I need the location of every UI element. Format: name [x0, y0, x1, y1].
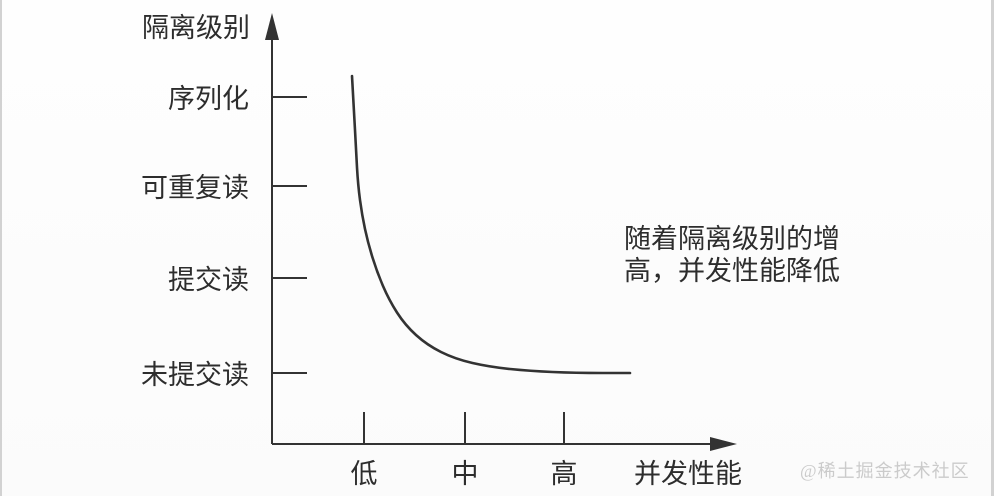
y-tick-label-3: 未提交读 — [141, 360, 249, 390]
annotation-line-2: 高，并发性能降低 — [624, 256, 840, 286]
y-tick-label-2: 提交读 — [168, 265, 249, 295]
x-tick-label-0: 低 — [350, 459, 378, 489]
y-axis-arrowhead — [265, 13, 279, 40]
y-axis-title: 隔离级别 — [142, 13, 250, 43]
isolation-performance-curve — [350, 74, 632, 375]
y-tick-label-1: 可重复读 — [141, 173, 249, 203]
y-tick-label-0: 序列化 — [168, 84, 249, 114]
x-axis-title: 并发性能 — [634, 459, 742, 489]
watermark: @稀土掘金技术社区 — [800, 461, 970, 481]
left-edge-strip — [0, 0, 2, 496]
annotation-line-1: 随着隔离级别的增 — [624, 224, 840, 254]
x-axis-arrowhead — [710, 437, 737, 451]
x-tick-label-1: 中 — [451, 459, 479, 489]
annotation-text: 随着隔离级别的增 高，并发性能降低 — [624, 223, 840, 287]
ticks-group — [272, 96, 565, 443]
right-edge-strip — [991, 0, 994, 496]
x-tick-label-2: 高 — [550, 459, 578, 489]
